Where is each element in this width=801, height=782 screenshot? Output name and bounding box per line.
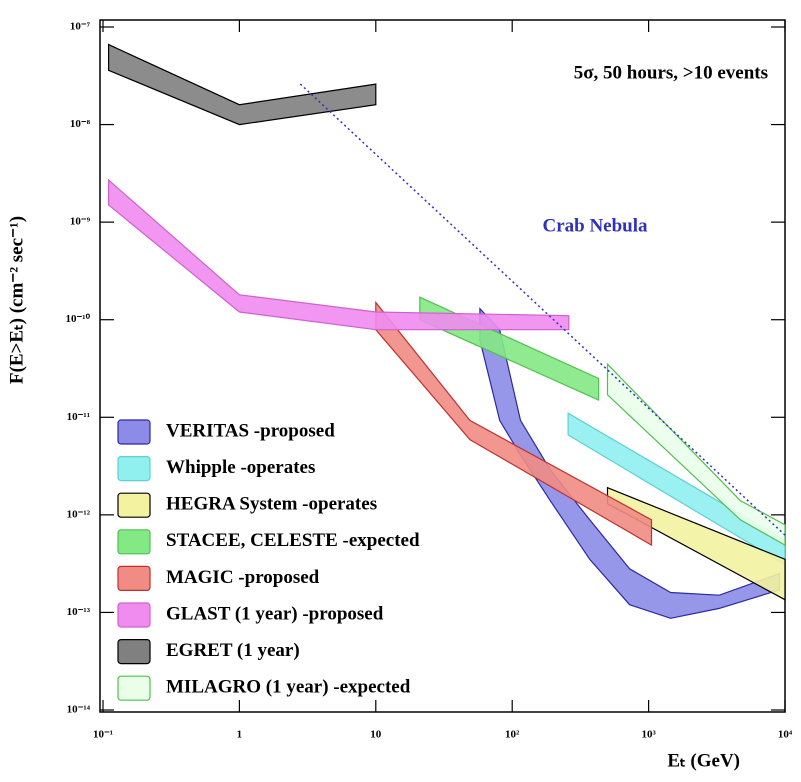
x-tick-label: 10⁻¹ <box>93 729 113 741</box>
y-tick-label: 10⁻¹¹ <box>67 411 90 423</box>
band <box>108 43 377 126</box>
legend-swatch <box>117 529 151 555</box>
y-tick-label: 10⁻¹⁴ <box>67 704 91 716</box>
legend-label: EGRET (1 year) <box>166 640 300 661</box>
x-tick-label: 10³ <box>641 729 656 741</box>
plot-frame <box>99 19 786 713</box>
crab-line <box>299 83 786 536</box>
x-tick-label: 10⁴ <box>778 729 793 741</box>
y-tick-label: 10⁻⁹ <box>70 216 91 228</box>
y-tick-label: 10⁻⁷ <box>70 21 91 33</box>
legend-label: VERITAS -proposed <box>166 420 335 441</box>
legend-swatch <box>117 419 151 445</box>
x-tick-label: 10² <box>505 729 520 741</box>
legend-label: MAGIC -proposed <box>166 567 320 588</box>
band <box>108 178 570 331</box>
y-tick-label: 10⁻¹⁰ <box>65 313 90 325</box>
annotation: 5σ, 50 hours, >10 events <box>574 62 768 83</box>
line-label: Crab Nebula <box>542 215 648 236</box>
x-tick-label: 10 <box>370 729 382 741</box>
band <box>606 362 786 547</box>
y-axis-label: F(E>Eₜ) (cm⁻² sec⁻¹) <box>6 216 27 384</box>
legend-label: STACEE, CELESTE -expected <box>166 530 420 551</box>
legend-label: Whipple -operates <box>166 457 315 478</box>
x-tick-label: 1 <box>237 729 243 741</box>
legend-swatch <box>117 456 151 482</box>
legend-swatch <box>117 492 151 518</box>
legend-swatch <box>117 675 151 701</box>
x-axis-label: Eₜ (GeV) <box>667 750 740 771</box>
y-tick-label: 10⁻¹³ <box>67 606 91 618</box>
legend-label: HEGRA System -operates <box>166 494 377 515</box>
legend-swatch <box>117 602 151 628</box>
legend-label: GLAST (1 year) -proposed <box>166 603 384 624</box>
y-tick-label: 10⁻¹² <box>67 508 91 520</box>
legend-swatch <box>117 565 151 592</box>
legend-swatch <box>117 638 151 665</box>
y-tick-label: 10⁻⁸ <box>70 118 91 130</box>
legend-label: MILAGRO (1 year) -expected <box>166 677 411 698</box>
